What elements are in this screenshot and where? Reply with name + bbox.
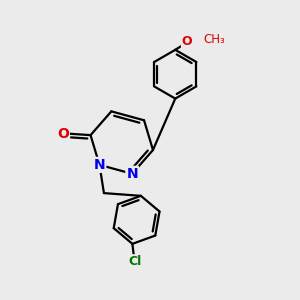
Text: O: O [57,127,69,141]
Text: O: O [182,35,193,48]
Text: N: N [126,167,138,181]
Text: CH₃: CH₃ [203,33,225,46]
Text: Cl: Cl [129,255,142,268]
Text: N: N [94,158,105,172]
